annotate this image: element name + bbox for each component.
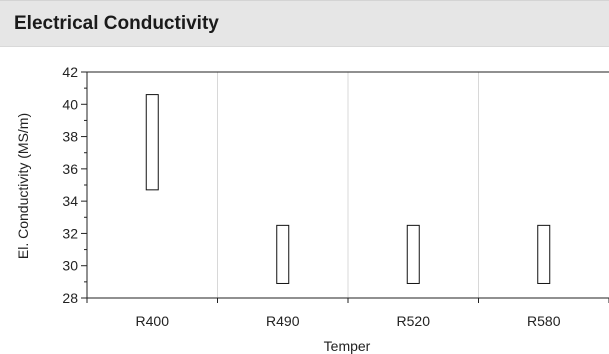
- y-tick-label: 36: [62, 161, 78, 177]
- chart-bars: [145, 94, 551, 284]
- chart-title: Electrical Conductivity: [14, 13, 219, 34]
- range-bar-r490: [276, 224, 290, 284]
- chart-header: Electrical Conductivity: [0, 0, 609, 47]
- y-axis-title: El. Conductivity (MS/m): [15, 113, 31, 259]
- y-tick-label: 40: [62, 96, 78, 112]
- range-bar-r520: [406, 224, 420, 284]
- x-tick-label: R580: [527, 313, 561, 329]
- chart-grid: [217, 72, 479, 298]
- y-tick-label: 38: [62, 129, 78, 145]
- y-tick-label: 34: [62, 193, 78, 209]
- y-tick-label: 28: [62, 290, 78, 306]
- range-bar-r400: [145, 94, 159, 191]
- y-tick-label: 30: [62, 258, 78, 274]
- range-bar-r580: [537, 224, 551, 284]
- x-axis-title: Temper: [324, 338, 371, 354]
- y-tick-label: 42: [62, 64, 78, 80]
- x-tick-label: R520: [397, 313, 431, 329]
- chart-ticks: 28 30 32 34 36 38 40 42 R400 R490 R520 R580: [62, 64, 609, 329]
- y-tick-label: 32: [62, 225, 78, 241]
- x-tick-label: R490: [266, 313, 300, 329]
- x-tick-label: R400: [136, 313, 170, 329]
